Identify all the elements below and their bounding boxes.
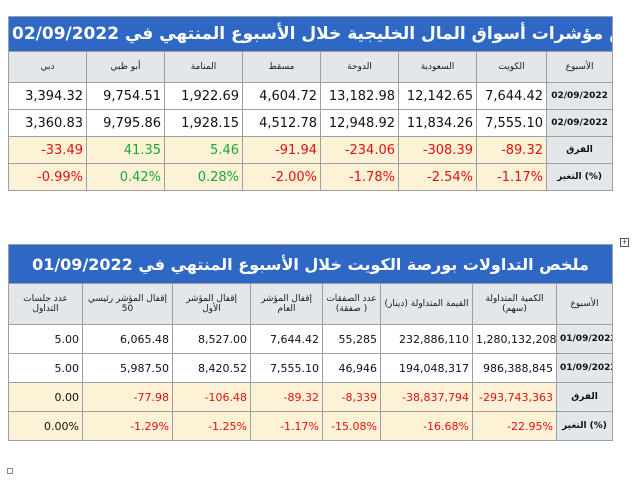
table-row: -0.99% 0.42% 0.28% -2.00% -1.78% -2.54% -1.17%… bbox=[8, 163, 614, 191]
table-cell: 986,388,845 bbox=[472, 353, 557, 383]
table-cell: -293,743,363 bbox=[472, 382, 557, 412]
table-cell: -89.32 bbox=[250, 382, 323, 412]
table-row: 5.00 6,065.48 8,527.00 7,644.42 55,285 232,88… bbox=[8, 324, 613, 354]
table1-header-6: الكويت bbox=[476, 51, 547, 83]
table-corner-marker bbox=[7, 468, 13, 474]
table-cell: -1.17% bbox=[476, 163, 547, 191]
table-cell: 5.00 bbox=[8, 324, 83, 354]
table-cell: 0.28% bbox=[164, 163, 243, 191]
table-cell: -2.00% bbox=[242, 163, 321, 191]
table-cell: 1,928.15 bbox=[164, 109, 243, 137]
row-label: التغير (%) bbox=[556, 411, 613, 441]
table-cell: 0.00 bbox=[8, 382, 83, 412]
table2-header-3: إقفال المؤشر العام bbox=[250, 283, 323, 325]
table2-title: ملخص التداولات بورصة الكويت خلال الأسبوع… bbox=[8, 244, 613, 284]
table1-header-5: السعودية bbox=[398, 51, 477, 83]
table-cell: -1.17% bbox=[250, 411, 323, 441]
table-cell: 12,142.65 bbox=[398, 82, 477, 110]
table-cell: 9,795.86 bbox=[86, 109, 165, 137]
table-row: 0.00% -1.29% -1.25% -1.17% -15.08% -16.68% -22… bbox=[8, 411, 613, 441]
table-cell: -38,837,794 bbox=[380, 382, 473, 412]
table1-header-2: المنامة bbox=[164, 51, 243, 83]
row-label: الفرق bbox=[556, 382, 613, 412]
row-label: 02/09/2022 bbox=[545, 109, 614, 137]
table1-title: ملخص مؤشرات أسواق المال الخليجية خلال ال… bbox=[7, 16, 614, 52]
table-cell: -22.95% bbox=[472, 411, 557, 441]
table-row: 0.00 -77.98 -106.48 -89.32 -8,339 -38,837,794… bbox=[8, 382, 613, 412]
table-cell: -1.25% bbox=[172, 411, 251, 441]
table-cell: 4,604.72 bbox=[242, 82, 321, 110]
table-cell: -0.99% bbox=[8, 163, 87, 191]
table-cell: -234.06 bbox=[320, 136, 399, 164]
table-cell: 6,065.48 bbox=[82, 324, 173, 354]
table-cell: 194,048,317 bbox=[380, 353, 473, 383]
table-cell: 4,512.78 bbox=[242, 109, 321, 137]
table-cell: 8,420.52 bbox=[172, 353, 251, 383]
table1-header-1: أبو ظبي bbox=[86, 51, 165, 83]
table-cell: 41.35 bbox=[86, 136, 165, 164]
row-label: 01/09/2022 bbox=[556, 353, 613, 383]
table1-header-3: مسقط bbox=[242, 51, 321, 83]
table-cell: -106.48 bbox=[172, 382, 251, 412]
table-cell: 9,754.51 bbox=[86, 82, 165, 110]
table-cell: 1,280,132,208 bbox=[472, 324, 557, 354]
table-cell: 7,555.10 bbox=[250, 353, 323, 383]
table-cell: -1.78% bbox=[320, 163, 399, 191]
table1-header-0: دبي bbox=[8, 51, 87, 83]
row-label: الفرق bbox=[545, 136, 614, 164]
table-cell: 55,285 bbox=[322, 324, 381, 354]
table-cell: 1,922.69 bbox=[164, 82, 243, 110]
table-row: -33.49 41.35 5.46 -91.94 -234.06 -308.39 -89.3… bbox=[8, 136, 614, 164]
table-row: 5.00 5,987.50 8,420.52 7,555.10 46,946 194,04… bbox=[8, 353, 613, 383]
table2-header-7: الأسبوع bbox=[556, 283, 613, 325]
table-cell: -16.68% bbox=[380, 411, 473, 441]
table-cell: 7,555.10 bbox=[476, 109, 547, 137]
table-cell: 46,946 bbox=[322, 353, 381, 383]
table-cell: -77.98 bbox=[82, 382, 173, 412]
table2-header-1: إقفال المؤشر رئيسي 50 bbox=[82, 283, 173, 325]
table2-header-6: الكمية المتداولة (سهم) bbox=[472, 283, 557, 325]
table-cell: 5,987.50 bbox=[82, 353, 173, 383]
table-row: 3,394.32 9,754.51 1,922.69 4,604.72 13,182.9… bbox=[8, 82, 614, 110]
table-cell: -1.29% bbox=[82, 411, 173, 441]
table1-header-7: الأسبوع bbox=[545, 51, 614, 83]
table2-header-5: القيمة المتداولة (دينار) bbox=[380, 283, 473, 325]
table-cell: -91.94 bbox=[242, 136, 321, 164]
table-row: 3,360.83 9,795.86 1,928.15 4,512.78 12,948.9… bbox=[8, 109, 614, 137]
table-cell: 3,360.83 bbox=[8, 109, 87, 137]
table-cell: 13,182.98 bbox=[320, 82, 399, 110]
table-cell: 12,948.92 bbox=[320, 109, 399, 137]
table-cell: 232,886,110 bbox=[380, 324, 473, 354]
table-cell: 7,644.42 bbox=[250, 324, 323, 354]
gcc-indices-table: ملخص مؤشرات أسواق المال الخليجية خلال ال… bbox=[7, 16, 614, 191]
row-label: 02/09/2022 bbox=[545, 82, 614, 110]
table-cell: -308.39 bbox=[398, 136, 477, 164]
table2-header-0: عدد جلسات التداول bbox=[8, 283, 83, 325]
table-cell: 11,834.26 bbox=[398, 109, 477, 137]
table-cell: 8,527.00 bbox=[172, 324, 251, 354]
table-cell: 7,644.42 bbox=[476, 82, 547, 110]
table-cell: -2.54% bbox=[398, 163, 477, 191]
table-cell: -89.32 bbox=[476, 136, 547, 164]
kuwait-trading-table: ملخص التداولات بورصة الكويت خلال الأسبوع… bbox=[8, 244, 613, 441]
table-cell: -8,339 bbox=[322, 382, 381, 412]
row-label: 01/09/2022 bbox=[556, 324, 613, 354]
table-cell: 0.00% bbox=[8, 411, 83, 441]
table-move-handle-icon[interactable]: + bbox=[620, 238, 629, 247]
table-cell: -33.49 bbox=[8, 136, 87, 164]
table-cell: 5.46 bbox=[164, 136, 243, 164]
table-cell: 0.42% bbox=[86, 163, 165, 191]
table1-header-4: الدوحة bbox=[320, 51, 399, 83]
table2-header-4: عدد الصفقات ( صفقة) bbox=[322, 283, 381, 325]
table-cell: 3,394.32 bbox=[8, 82, 87, 110]
table2-header-2: إقفال المؤشر الأول bbox=[172, 283, 251, 325]
row-label: التغير (%) bbox=[545, 163, 614, 191]
table-cell: -15.08% bbox=[322, 411, 381, 441]
table-cell: 5.00 bbox=[8, 353, 83, 383]
